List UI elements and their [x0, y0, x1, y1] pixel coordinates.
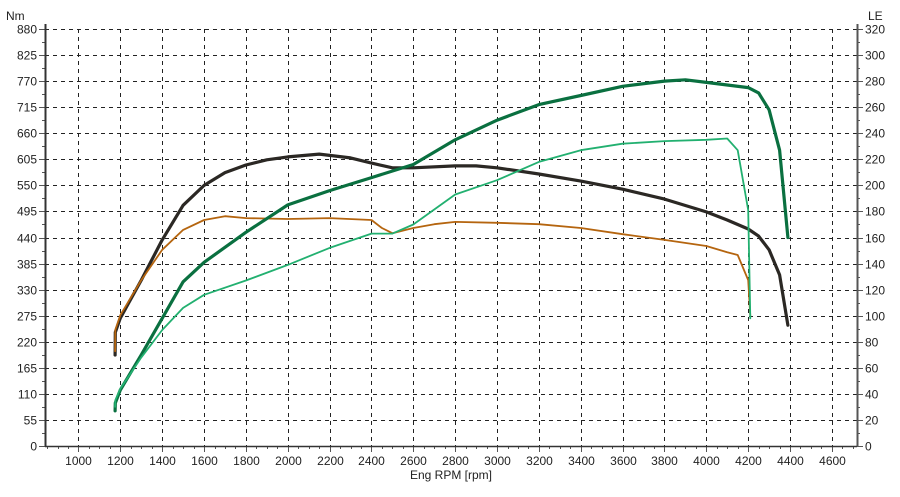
- right-tick-label: 120: [865, 284, 885, 298]
- x-tick-label: 1800: [233, 454, 260, 468]
- left-tick-label: 660: [17, 127, 37, 141]
- right-tick-label: 160: [865, 232, 885, 246]
- x-tick-label: 1400: [149, 454, 176, 468]
- left-tick-label: 440: [17, 232, 37, 246]
- right-tick-label: 220: [865, 153, 885, 167]
- x-tick-label: 2800: [442, 454, 469, 468]
- left-tick-label: 825: [17, 49, 37, 63]
- x-tick-label: 4600: [819, 454, 846, 468]
- x-tick-label: 2200: [317, 454, 344, 468]
- left-tick-label: 110: [18, 388, 37, 402]
- series-group: [113, 78, 790, 413]
- x-axis-label: Eng RPM [rpm]: [410, 468, 492, 482]
- left-tick-label: 55: [24, 414, 38, 428]
- right-tick-label: 140: [865, 258, 885, 272]
- power-curve-4: [114, 137, 752, 408]
- x-tick-label: 3800: [651, 454, 678, 468]
- right-tick-label: 300: [865, 49, 885, 63]
- left-tick-label: 0: [30, 440, 37, 454]
- right-tick-label: 320: [865, 23, 885, 37]
- right-tick-label: 60: [865, 362, 879, 376]
- power-curve-3: [113, 78, 790, 413]
- left-tick-label: 605: [17, 153, 37, 167]
- right-tick-label: 100: [865, 310, 885, 324]
- x-tick-label: 1600: [191, 454, 218, 468]
- left-axis-unit: Nm: [6, 9, 25, 23]
- x-tick-label: 3600: [610, 454, 637, 468]
- right-tick-label: 180: [865, 205, 885, 219]
- x-tick-label: 2400: [358, 454, 385, 468]
- left-tick-label: 715: [17, 101, 37, 115]
- left-tick-label: 220: [17, 336, 37, 350]
- x-tick-label: 1200: [107, 454, 134, 468]
- x-tick-label: 2600: [400, 454, 427, 468]
- x-tick-label: 4400: [777, 454, 804, 468]
- x-tick-label: 1000: [65, 454, 92, 468]
- grid: [45, 29, 857, 446]
- left-tick-label: 330: [17, 284, 37, 298]
- left-tick-label: 495: [17, 205, 37, 219]
- right-tick-label: 200: [865, 179, 885, 193]
- right-axis-unit: LE: [868, 9, 883, 23]
- right-tick-label: 20: [865, 414, 879, 428]
- left-tick-label: 165: [17, 362, 37, 376]
- x-tick-label: 3400: [568, 454, 595, 468]
- x-tick-label: 2000: [275, 454, 302, 468]
- left-tick-label: 385: [17, 258, 37, 272]
- torque-curve-2: [114, 215, 752, 353]
- left-tick-label: 770: [17, 75, 37, 89]
- left-tick-label: 880: [17, 23, 37, 37]
- axes: 1000 1200 1400 1600 1800 2000 2200 2400 2600 2800…: [17, 23, 885, 469]
- right-tick-label: 40: [865, 388, 879, 402]
- right-tick-label: 0: [865, 440, 872, 454]
- x-tick-label: 4200: [735, 454, 762, 468]
- right-tick-label: 80: [865, 336, 879, 350]
- right-tick-label: 260: [865, 101, 885, 115]
- x-tick-label: 3200: [526, 454, 553, 468]
- left-tick-label: 550: [17, 179, 37, 193]
- x-tick-label: 3000: [484, 454, 511, 468]
- x-tick-label: 4000: [693, 454, 720, 468]
- left-tick-label: 275: [17, 310, 37, 324]
- right-tick-label: 280: [865, 75, 885, 89]
- right-tick-label: 240: [865, 127, 885, 141]
